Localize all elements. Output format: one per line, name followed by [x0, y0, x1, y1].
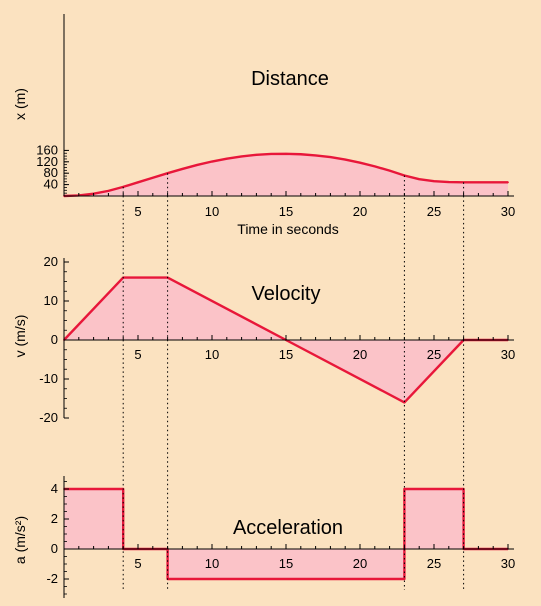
distance-point — [447, 181, 450, 183]
distance-point — [492, 181, 495, 184]
velocity-x-tick-label: 15 — [279, 347, 293, 362]
velocity-panel: 5 10 15 20 25 30 20 10 0 -10 -20 Velocity v (m/s) — [12, 254, 515, 425]
distance-point — [329, 156, 332, 158]
distance-point — [225, 157, 228, 160]
distance-point — [373, 165, 376, 168]
acceleration-x-tick-label: 5 — [134, 556, 141, 571]
acceleration-x-tick-label: 25 — [427, 556, 441, 571]
distance-y-tick-label: 80 — [44, 165, 58, 180]
acceleration-x-tick-label: 15 — [279, 556, 293, 571]
velocity-y-axis-label: v (m/s) — [12, 315, 28, 358]
velocity-y-tick-label: -20 — [39, 410, 58, 425]
velocity-x-tick-label: 5 — [134, 347, 141, 362]
distance-y-tick-label: 40 — [44, 177, 58, 192]
distance-y-tick-label: 160 — [36, 142, 58, 157]
distance-point — [255, 153, 258, 156]
acceleration-area — [64, 489, 508, 579]
acceleration-line — [64, 487, 508, 581]
acceleration-point — [403, 578, 406, 580]
distance-point — [388, 169, 391, 172]
distance-x-tick-label: 5 — [134, 204, 141, 219]
velocity-title: Velocity — [252, 283, 321, 305]
distance-point — [433, 180, 435, 183]
distance-point — [314, 154, 317, 157]
distance-x-tick-label: 15 — [279, 204, 293, 219]
acceleration-y-tick-label: 0 — [51, 541, 58, 556]
velocity-y-tick-label: 0 — [51, 332, 58, 347]
distance-point — [211, 160, 213, 163]
distance-x-tick-label: 20 — [353, 204, 367, 219]
velocity-x-tick-label: 10 — [205, 347, 219, 362]
velocity-y-tick-label: 10 — [44, 293, 58, 308]
distance-point — [181, 168, 184, 170]
distance-point — [270, 153, 273, 155]
distance-point — [240, 155, 243, 158]
distance-title: Distance — [251, 68, 329, 90]
acceleration-y-axis-label: a (m/s²) — [12, 516, 28, 564]
distance-point — [359, 161, 361, 164]
acceleration-x-tick-label: 10 — [205, 556, 219, 571]
distance-point — [196, 164, 199, 166]
distance-x-tick-label: 10 — [205, 204, 219, 219]
acceleration-x-tick-label: 30 — [501, 556, 515, 571]
acceleration-y-tick-label: 4 — [51, 481, 58, 496]
distance-x-tick-label: 30 — [501, 204, 515, 219]
velocity-x-tick-label: 25 — [427, 347, 441, 362]
acceleration-y-tick-label: 2 — [51, 511, 58, 526]
distance-point — [107, 189, 110, 192]
distance-point — [507, 181, 509, 184]
acceleration-title: Acceleration — [233, 517, 343, 539]
acceleration-point — [403, 488, 406, 490]
velocity-y-tick-label: -10 — [39, 371, 58, 386]
velocity-y-tick-label: 20 — [44, 254, 58, 269]
distance-x-tick-label: 25 — [427, 204, 441, 219]
velocity-x-tick-label: 30 — [501, 347, 515, 362]
acceleration-y-tick-label: -2 — [46, 571, 58, 586]
distance-area — [64, 153, 508, 196]
distance-point — [299, 153, 302, 156]
distance-point — [137, 181, 139, 184]
distance-point — [344, 158, 347, 161]
acceleration-x-tick-label: 20 — [353, 556, 367, 571]
distance-point — [151, 176, 154, 179]
distance-x-axis-label: Time in seconds — [237, 221, 338, 237]
distance-y-axis-label: x (m) — [12, 88, 28, 120]
distance-point — [477, 181, 480, 184]
guide-lines — [122, 173, 465, 590]
distance-point — [285, 152, 287, 155]
distance-y-tick-label: 120 — [36, 154, 58, 169]
distance-point — [418, 178, 421, 181]
velocity-x-tick-label: 20 — [353, 347, 367, 362]
